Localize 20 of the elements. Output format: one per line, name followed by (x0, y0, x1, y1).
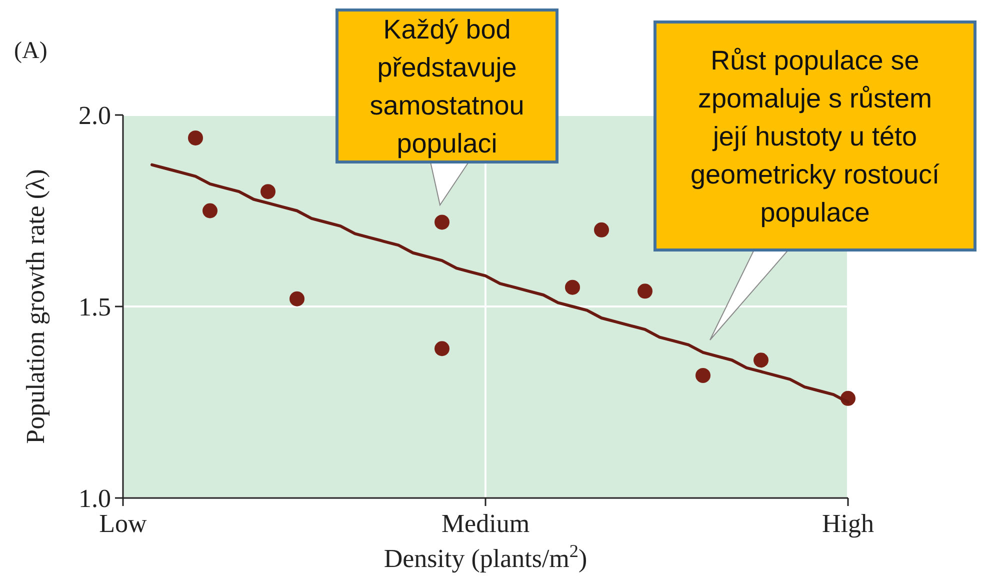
point (594, 222, 609, 238)
y-tick-label: 1.5 (78, 292, 111, 322)
point (754, 352, 768, 368)
point (434, 341, 450, 356)
point (290, 291, 304, 306)
y-tick-label: 2.0 (78, 101, 111, 130)
point (638, 284, 652, 299)
point (202, 203, 218, 218)
point (434, 214, 450, 230)
annotation: Každý bod představuje samostatnou populaci (370, 14, 524, 158)
y-axis-title: Population growth rate (λ) (21, 169, 50, 444)
point (565, 280, 580, 295)
annotation: Růst populace se zpomaluje s růstem její hustoty u této geometricky rostoucí populace (690, 45, 940, 228)
chart-title: (A) (14, 38, 48, 64)
x-tick-label: Medium (441, 509, 530, 538)
point (260, 184, 276, 200)
x-tick-label: High (822, 509, 874, 538)
point (188, 130, 203, 146)
x-axis-title: Density (plants/m$^{2}$) (384, 541, 588, 573)
point (696, 368, 710, 383)
